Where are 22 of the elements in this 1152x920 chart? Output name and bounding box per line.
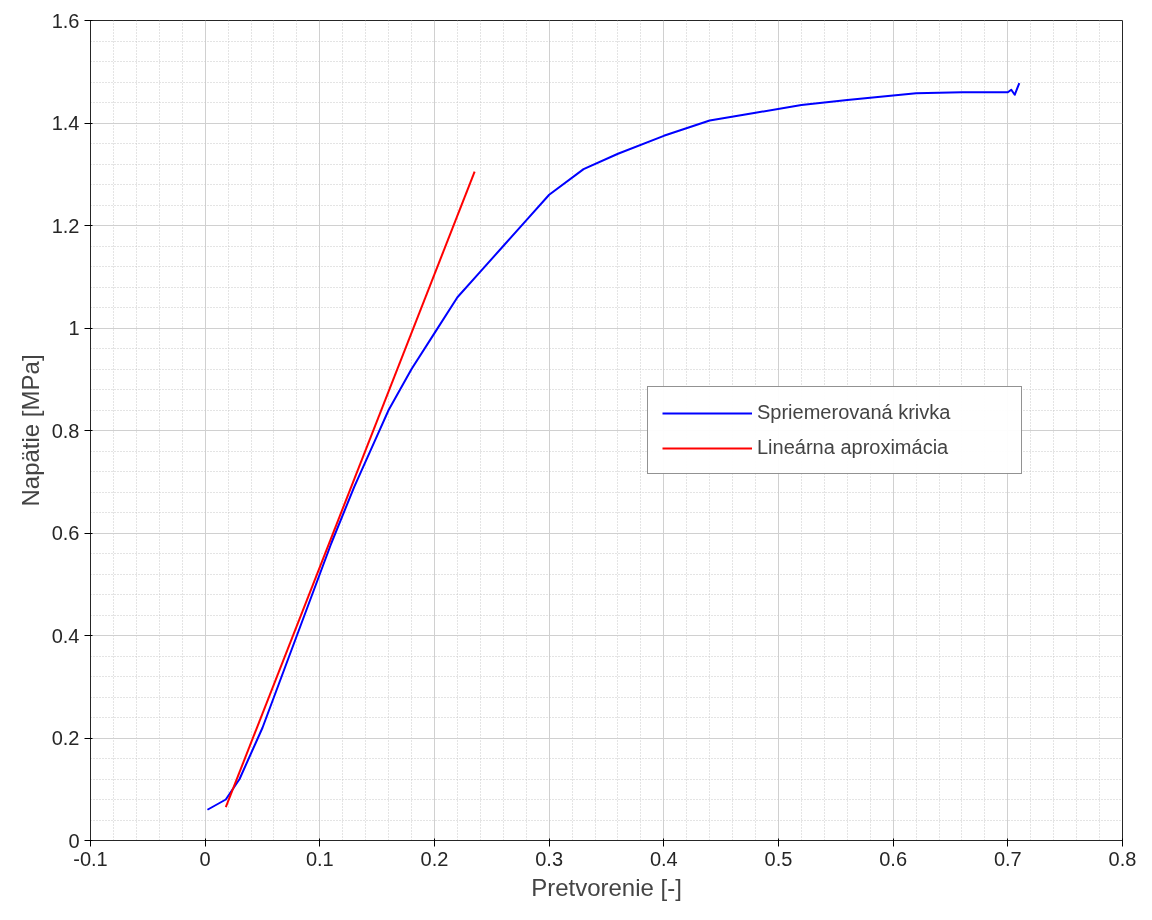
y-tick-label: 1 <box>68 317 80 339</box>
x-tick-label: 0.4 <box>649 847 678 870</box>
y-axis-title: Napätie [MPa] <box>16 354 44 507</box>
x-tick-label: 0 <box>199 847 211 870</box>
y-tick-label: 0.8 <box>51 419 80 442</box>
x-tick-label: 0.8 <box>1108 847 1137 870</box>
y-tick-label: 0.2 <box>51 727 80 749</box>
line-series <box>206 82 1021 811</box>
legend-label: Spriemerovaná krivka <box>757 401 952 424</box>
x-axis-title: Pretvorenie [-] <box>531 873 682 901</box>
y-tick-label: 1.4 <box>51 112 80 134</box>
y-tick-label: 0.4 <box>51 624 80 647</box>
x-tick-label: 0.2 <box>420 847 449 870</box>
x-tick-label: 0.1 <box>305 847 334 870</box>
y-tick-label: 1.6 <box>51 9 80 32</box>
y-tick-label: 0.6 <box>51 522 80 544</box>
x-tick-label: 0.5 <box>764 847 793 870</box>
x-tick-label: 0.6 <box>879 847 908 870</box>
x-tick-label: 0.7 <box>993 847 1022 870</box>
legend-label: Lineárna aproximácia <box>757 436 950 459</box>
y-tick-label: 1.2 <box>51 214 80 237</box>
x-tick-label: 0.3 <box>535 847 564 870</box>
